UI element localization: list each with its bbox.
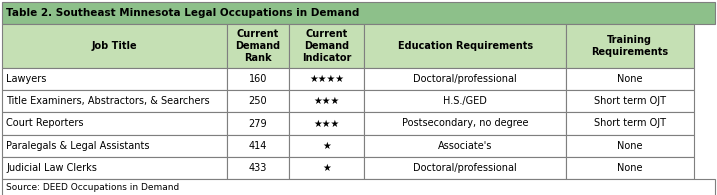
Text: Paralegals & Legal Assistants: Paralegals & Legal Assistants	[6, 141, 150, 151]
Bar	[2, 112, 227, 135]
Bar	[227, 157, 290, 179]
Text: 433: 433	[249, 163, 267, 173]
Bar	[2, 24, 227, 68]
Text: Doctoral/professional: Doctoral/professional	[413, 74, 517, 84]
Bar	[566, 157, 693, 179]
Text: 250: 250	[249, 96, 267, 106]
Text: 414: 414	[249, 141, 267, 151]
Bar	[364, 135, 566, 157]
Bar	[290, 157, 364, 179]
Text: Short term OJT: Short term OJT	[594, 96, 666, 106]
Bar	[364, 24, 566, 68]
Bar	[227, 135, 290, 157]
Bar	[227, 24, 290, 68]
Text: ★★★: ★★★	[313, 96, 340, 106]
Text: Postsecondary, no degree: Postsecondary, no degree	[402, 119, 528, 129]
Bar	[290, 112, 364, 135]
Bar	[566, 90, 693, 112]
Text: Source: DEED Occupations in Demand: Source: DEED Occupations in Demand	[6, 183, 179, 192]
Text: 279: 279	[249, 119, 267, 129]
Bar	[2, 157, 227, 179]
Bar	[227, 68, 290, 90]
Text: Doctoral/professional: Doctoral/professional	[413, 163, 517, 173]
Bar	[227, 112, 290, 135]
Bar	[364, 90, 566, 112]
Text: Court Reporters: Court Reporters	[6, 119, 83, 129]
Bar	[566, 24, 693, 68]
Text: Job Title: Job Title	[92, 41, 137, 51]
Text: None: None	[617, 74, 642, 84]
Text: Education Requirements: Education Requirements	[397, 41, 533, 51]
Text: Lawyers: Lawyers	[6, 74, 47, 84]
Bar	[2, 90, 227, 112]
Text: Associate's: Associate's	[438, 141, 493, 151]
Bar	[364, 68, 566, 90]
Text: Current
Demand
Indicator: Current Demand Indicator	[302, 29, 351, 63]
Text: Training
Requirements: Training Requirements	[592, 35, 668, 57]
Text: 160: 160	[249, 74, 267, 84]
Text: ★: ★	[323, 163, 331, 173]
Text: Current
Demand
Rank: Current Demand Rank	[235, 29, 280, 63]
Text: Title Examiners, Abstractors, & Searchers: Title Examiners, Abstractors, & Searcher…	[6, 96, 209, 106]
Text: ★★★★: ★★★★	[309, 74, 344, 84]
Bar	[566, 68, 693, 90]
Bar	[290, 135, 364, 157]
Bar	[566, 135, 693, 157]
Bar	[364, 112, 566, 135]
Bar	[364, 157, 566, 179]
Bar	[290, 90, 364, 112]
Bar	[2, 179, 715, 195]
Text: Judicial Law Clerks: Judicial Law Clerks	[6, 163, 97, 173]
Bar	[290, 68, 364, 90]
Text: None: None	[617, 163, 642, 173]
Text: ★★★: ★★★	[313, 119, 340, 129]
Text: Table 2. Southeast Minnesota Legal Occupations in Demand: Table 2. Southeast Minnesota Legal Occup…	[6, 8, 359, 18]
Text: H.S./GED: H.S./GED	[443, 96, 487, 106]
Bar	[227, 90, 290, 112]
Bar	[290, 24, 364, 68]
Text: None: None	[617, 141, 642, 151]
Bar	[2, 68, 227, 90]
Bar	[2, 2, 715, 24]
Bar	[2, 135, 227, 157]
Text: Short term OJT: Short term OJT	[594, 119, 666, 129]
Bar	[566, 112, 693, 135]
Text: ★: ★	[323, 141, 331, 151]
